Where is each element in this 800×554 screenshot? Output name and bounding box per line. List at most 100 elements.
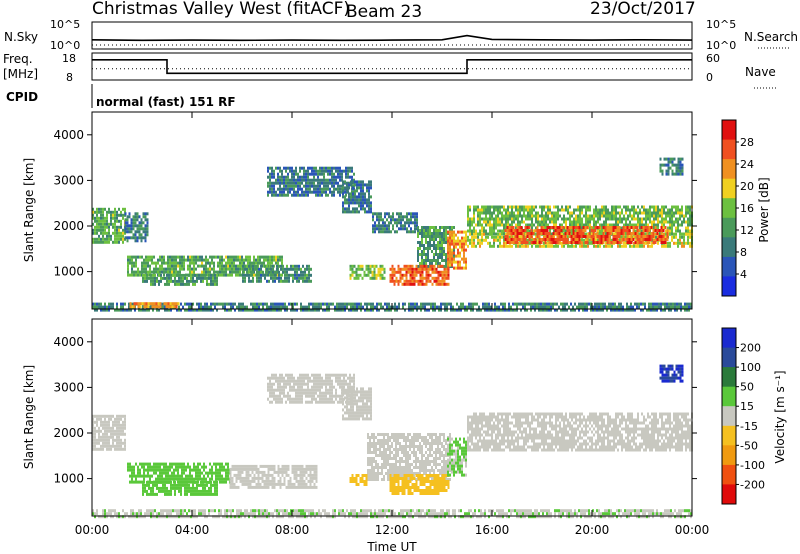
power-cell — [165, 270, 167, 274]
power-cell — [435, 262, 437, 265]
power-cell — [368, 210, 370, 214]
power-cell — [680, 305, 682, 309]
power-cell — [153, 302, 156, 306]
velocity-cell — [98, 414, 100, 418]
power-cell — [649, 220, 651, 224]
power-cell — [542, 238, 545, 241]
power-cell — [408, 302, 410, 306]
power-cell — [352, 210, 354, 214]
power-cell — [287, 175, 289, 179]
power-cell — [344, 210, 346, 214]
power-cell — [417, 270, 420, 274]
power-cell — [538, 229, 541, 232]
power-cell — [213, 261, 215, 265]
power-cell — [351, 178, 353, 182]
power-cell — [399, 279, 402, 283]
velocity-cell — [110, 426, 112, 430]
power-cell — [188, 279, 190, 283]
power-cell — [671, 205, 673, 209]
velocity-cell — [139, 471, 141, 475]
power-cell — [421, 232, 423, 235]
velocity-cell — [187, 477, 189, 481]
power-cell — [442, 302, 444, 306]
power-cell — [623, 217, 625, 221]
power-cell — [207, 261, 209, 265]
power-cell — [299, 169, 301, 173]
power-cell — [669, 223, 671, 227]
power-cell — [679, 238, 681, 242]
power-cell — [435, 282, 438, 286]
power-cell — [489, 223, 491, 227]
power-cell — [344, 302, 346, 306]
power-cell — [559, 208, 561, 212]
power-cell — [309, 190, 311, 194]
power-cell — [370, 207, 372, 211]
power-cell — [270, 302, 272, 306]
power-cell — [664, 305, 666, 309]
power-cell — [354, 195, 356, 199]
velocity-cell — [177, 471, 179, 475]
power-cell — [655, 214, 657, 218]
power-cell — [573, 244, 575, 248]
power-cell — [161, 264, 163, 268]
power-cell — [617, 223, 619, 227]
power-cell — [586, 238, 589, 241]
power-cell — [223, 273, 225, 277]
power-cell — [519, 211, 521, 215]
power-cell — [579, 244, 581, 248]
power-cell — [529, 223, 531, 227]
power-cell — [388, 227, 390, 231]
power-cell — [575, 214, 577, 218]
power-cell — [318, 308, 320, 312]
power-cell — [140, 308, 142, 312]
power-cell — [437, 270, 440, 274]
power-cell — [251, 261, 253, 265]
power-cell — [367, 273, 370, 277]
power-cell — [293, 187, 295, 191]
power-cell — [425, 256, 427, 259]
power-cell — [256, 276, 258, 280]
power-cell — [631, 205, 633, 209]
power-cell — [625, 244, 627, 248]
power-cell — [239, 261, 241, 265]
power-cell — [553, 205, 555, 209]
power-cell — [511, 220, 513, 224]
power-cell — [515, 214, 517, 218]
power-cell — [108, 237, 110, 241]
power-cell — [290, 308, 292, 312]
power-cell — [458, 305, 460, 309]
velocity-cell — [167, 474, 169, 478]
power-cell — [531, 211, 533, 215]
power-cell — [102, 213, 104, 217]
power-cell — [499, 235, 501, 239]
power-cell — [286, 279, 288, 283]
power-cell — [441, 250, 443, 253]
power-cell — [567, 217, 569, 221]
power-cell — [667, 169, 670, 173]
power-cell — [438, 308, 440, 312]
power-cell — [114, 213, 116, 217]
power-cell — [556, 302, 558, 306]
power-cell — [274, 308, 276, 312]
power-cell — [638, 235, 641, 238]
power-cell — [639, 244, 641, 248]
power-cell — [248, 276, 250, 280]
power-cell — [633, 244, 635, 248]
power-cell — [474, 302, 476, 306]
velocity-cell — [106, 414, 108, 418]
power-cell — [134, 221, 137, 225]
power-cell — [208, 273, 210, 277]
power-cell — [601, 229, 603, 233]
power-cell — [353, 264, 356, 268]
power-cell — [94, 231, 96, 235]
power-cell — [176, 279, 178, 283]
power-cell — [178, 273, 180, 277]
velocity-cell — [116, 447, 118, 451]
power-cell — [635, 208, 637, 212]
power-cell — [110, 234, 112, 238]
power-cell — [677, 220, 679, 224]
power-cell — [124, 224, 127, 228]
power-cell — [517, 244, 519, 248]
power-cell — [640, 238, 643, 241]
power-cell — [362, 180, 364, 184]
